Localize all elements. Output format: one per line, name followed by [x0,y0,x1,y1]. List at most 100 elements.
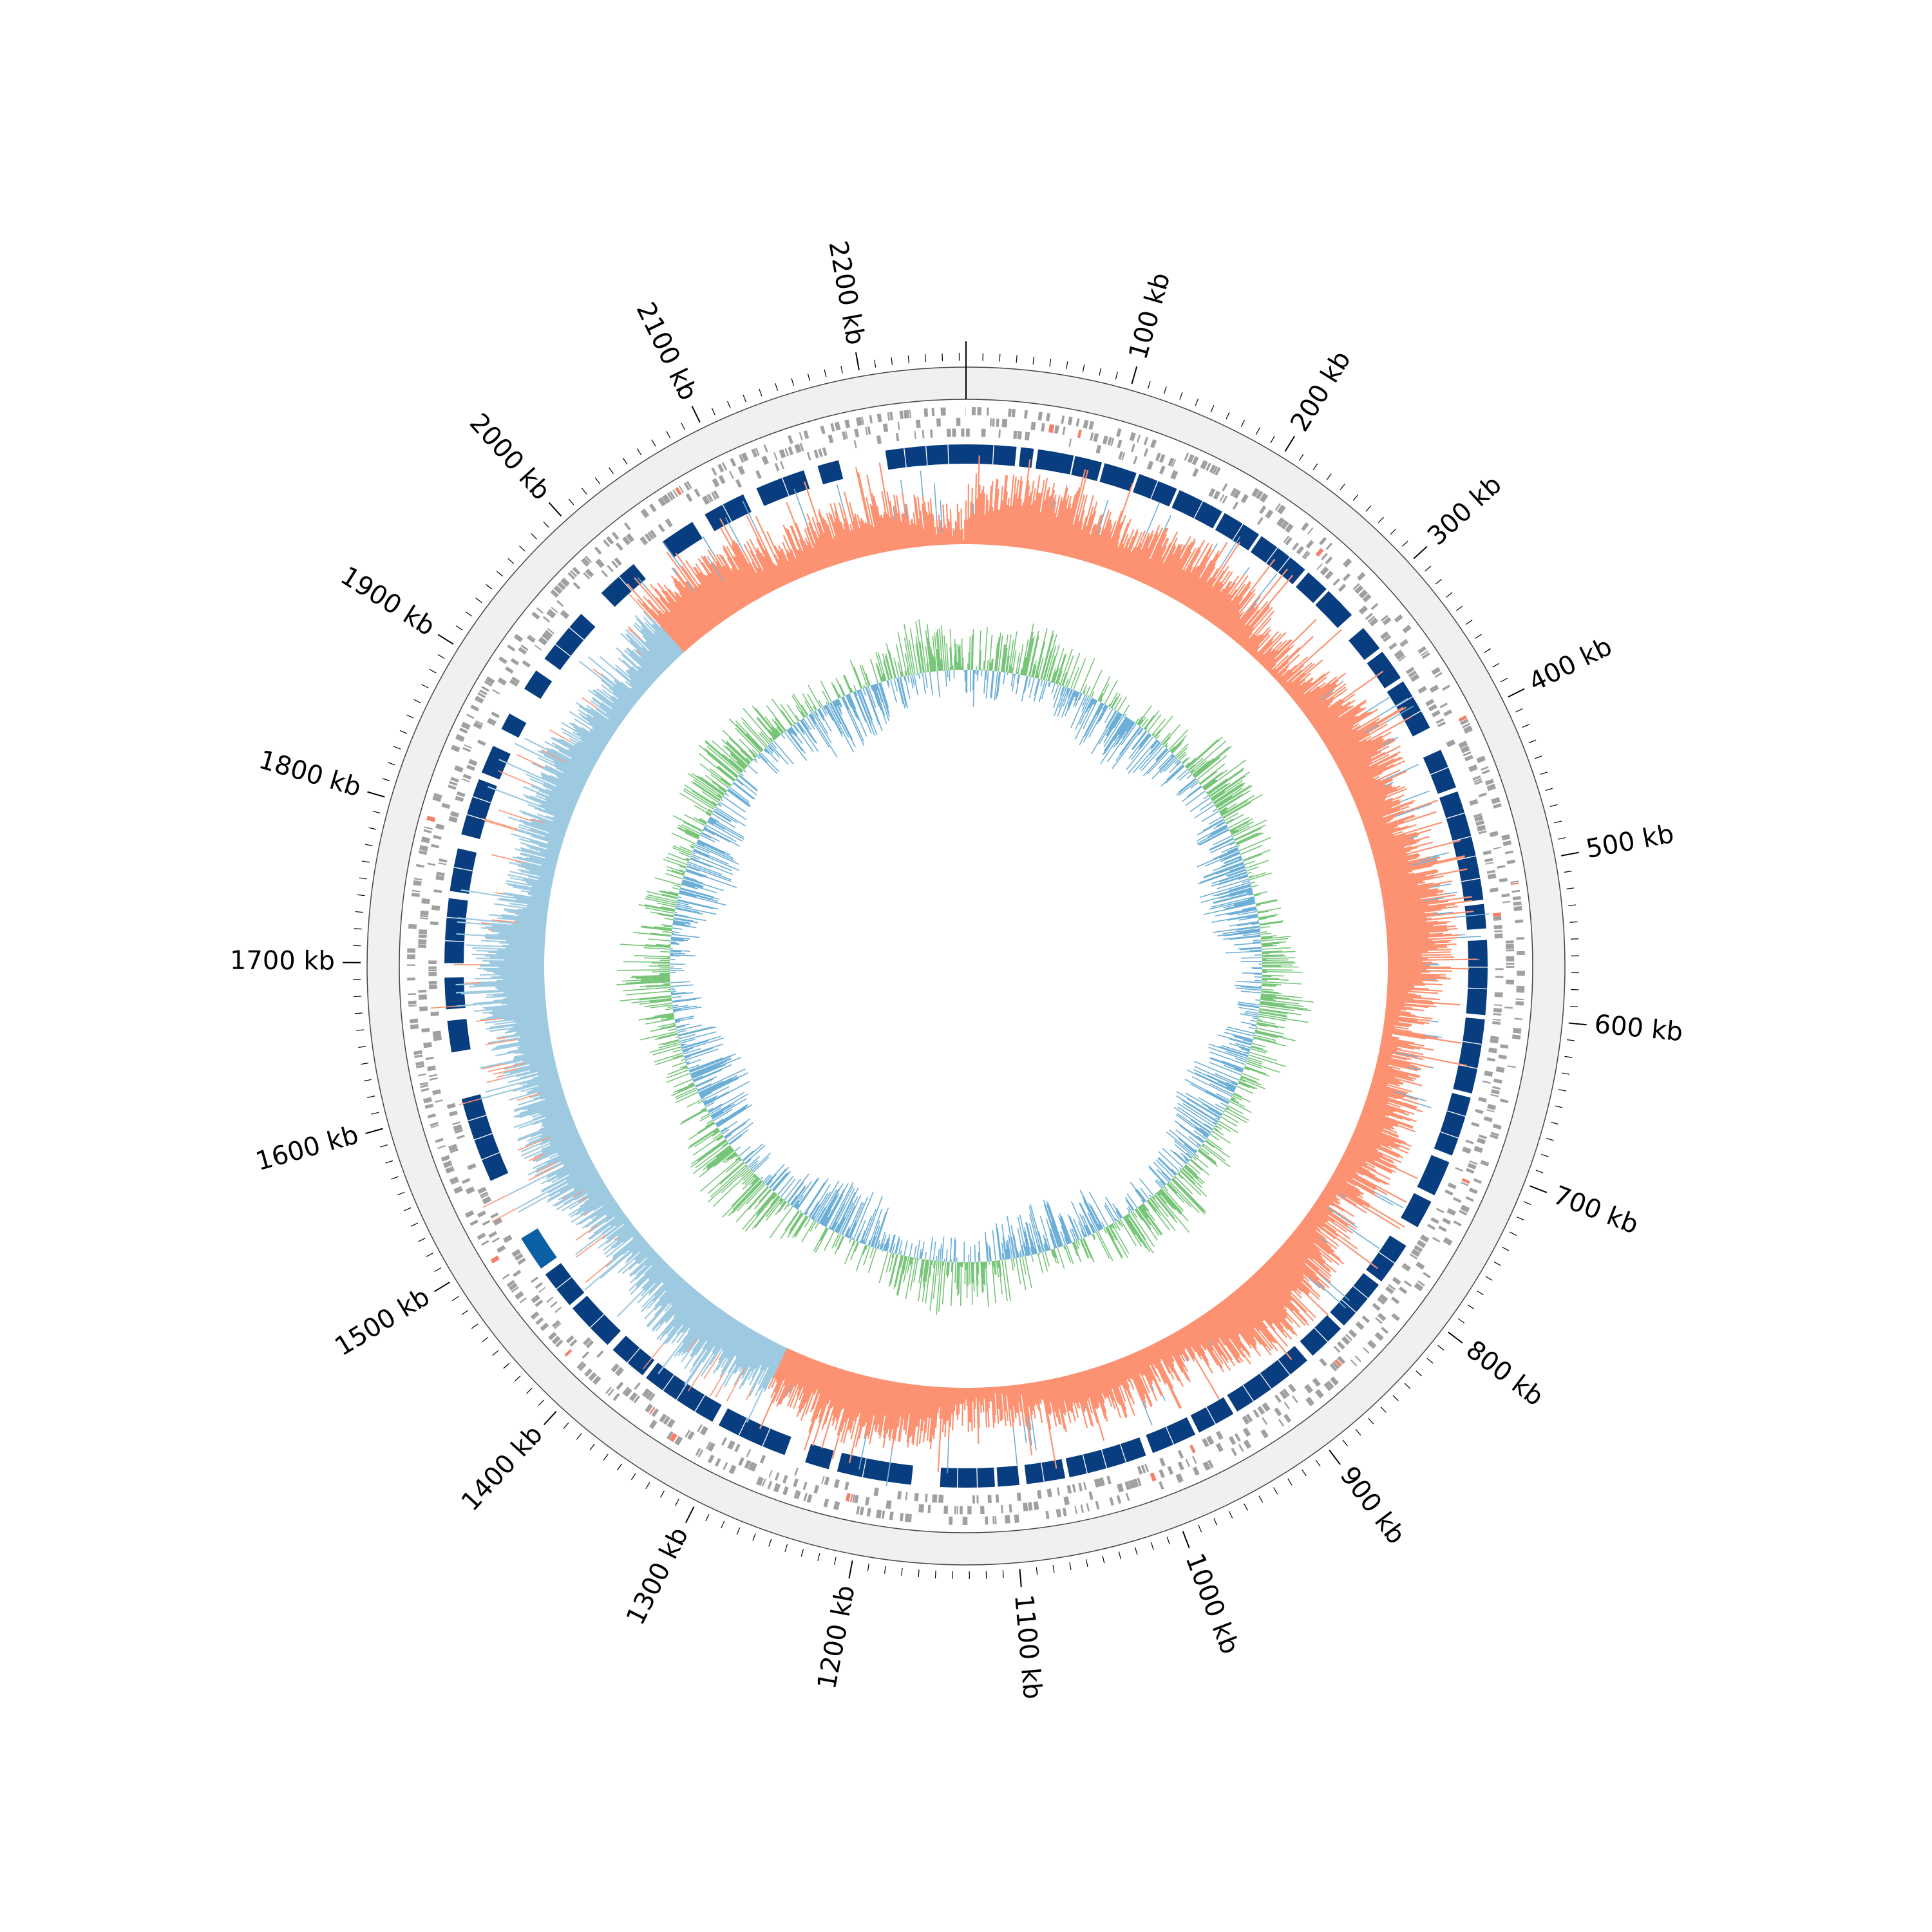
gc-skew-bar [1382,1031,1426,1040]
gc-skew-bar [909,1384,914,1414]
gc-skew-bar [958,511,960,545]
cds-feature [961,428,965,437]
gc-content-bar [1260,998,1276,1001]
cds-feature [1487,1103,1497,1110]
cds-feature [434,1099,443,1103]
gc-skew-bar [538,844,560,853]
cds-feature [546,1296,554,1303]
gc-skew-bar [540,876,554,880]
gc-skew-bar [1379,1047,1467,1066]
gc-skew-bar [1272,1255,1320,1300]
cds-feature [550,589,559,598]
gc-skew-bar [1144,1347,1161,1383]
gc-skew-bar [665,611,694,645]
gc-skew-bar [534,807,571,822]
gc-skew-bar [1355,785,1401,806]
gc-skew-bar [575,743,600,758]
gc-skew-bar [852,521,863,558]
gc-skew-bar [1160,1339,1174,1363]
gc-skew-bar [1271,1256,1311,1294]
gc-skew-bar [489,1022,549,1032]
gc-content-bar [775,1200,786,1216]
gc-skew-bar [668,589,706,636]
gc-skew-bar [568,1162,593,1176]
gc-skew-bar [1387,956,1454,960]
cds-feature [915,419,921,428]
gc-content-bar [1183,1156,1189,1162]
gc-skew-bar [558,1175,601,1200]
cds-feature [1061,415,1065,424]
gc-content-bar [788,1182,804,1204]
gc-skew-bar [1052,485,1068,554]
gc-content-bar [862,1239,864,1244]
gc-skew-bar [501,914,547,921]
gc-skew-bar [1387,954,1452,957]
gc-content-bar [1152,733,1155,737]
gc-skew-bar [516,1033,550,1041]
gc-skew-bar [674,583,711,631]
gc-skew-bar [777,549,793,582]
gc-content-bar [1250,881,1256,884]
gc-skew-bar [1050,1379,1061,1425]
cds-feature [1121,452,1126,460]
gc-content-bar [653,1012,674,1018]
gc-skew-bar [489,956,545,960]
gc-skew-bar [1061,1376,1072,1412]
gc-skew-spike [786,1385,792,1396]
gc-skew-bar [521,863,555,873]
gc-skew-bar [944,524,947,545]
gc-skew-bar [1339,750,1378,772]
gc-skew-bar [1095,519,1112,565]
gc-skew-bar [749,1340,773,1386]
gc-skew-bar [862,1377,875,1428]
gc-content-bar [1201,1144,1231,1168]
gc-content-bar [672,1005,697,1010]
cds-feature [929,429,933,438]
gc-skew-bar [598,1222,632,1249]
gc-content-bar [625,980,670,984]
gc-content-bar [1204,759,1247,791]
gc-skew-bar [1171,1333,1186,1358]
gc-content-bar [724,1118,750,1138]
gc-content-bar [1088,1191,1109,1227]
gc-skew-bar [1245,1281,1289,1331]
gc-skew-bar [518,838,561,851]
cds-feature [1017,431,1022,440]
gc-content-bar [1223,855,1242,864]
gc-skew-bar [701,562,736,614]
cds-feature [897,1491,902,1500]
gc-content-bar [626,990,671,996]
gc-skew-bar [591,1207,621,1229]
gc-content-bar [1186,1069,1235,1093]
gc-skew-bar [649,650,668,669]
block-separator [468,1115,487,1122]
gc-content-bar [1221,1060,1244,1070]
cds-feature [834,421,841,431]
gc-content-bar [773,1171,791,1192]
gc-content-bar [1220,810,1227,815]
gc-content-bar [1233,1035,1253,1041]
gc-skew-bar [510,876,553,887]
gc-skew-bar [1257,1269,1307,1322]
gc-skew-bar [897,1383,907,1442]
gc-skew-bar [1258,647,1273,663]
gc-skew-bar [760,553,779,589]
gc-content-bar [1045,1251,1050,1267]
gc-skew-bar [883,1381,895,1439]
gc-skew-bar [1336,741,1383,766]
gc-skew-bar [1387,986,1429,990]
cds-feature [585,1340,594,1349]
cds-feature [922,430,925,439]
gc-skew-bar [1227,1296,1272,1352]
cds-feature [1185,1459,1191,1468]
gc-skew-bar [1294,1229,1340,1265]
gc-content-bar [996,671,1000,699]
gc-skew-bar [1323,1189,1341,1202]
gc-content-bar [1128,1213,1146,1240]
gc-skew-bar [1061,490,1079,556]
cds-feature [1385,1286,1394,1294]
gc-skew-bar [1273,672,1279,678]
gc-skew-bar [1343,1151,1376,1169]
gc-skew-bar [1342,761,1372,777]
gc-content-bar [1217,1034,1252,1045]
